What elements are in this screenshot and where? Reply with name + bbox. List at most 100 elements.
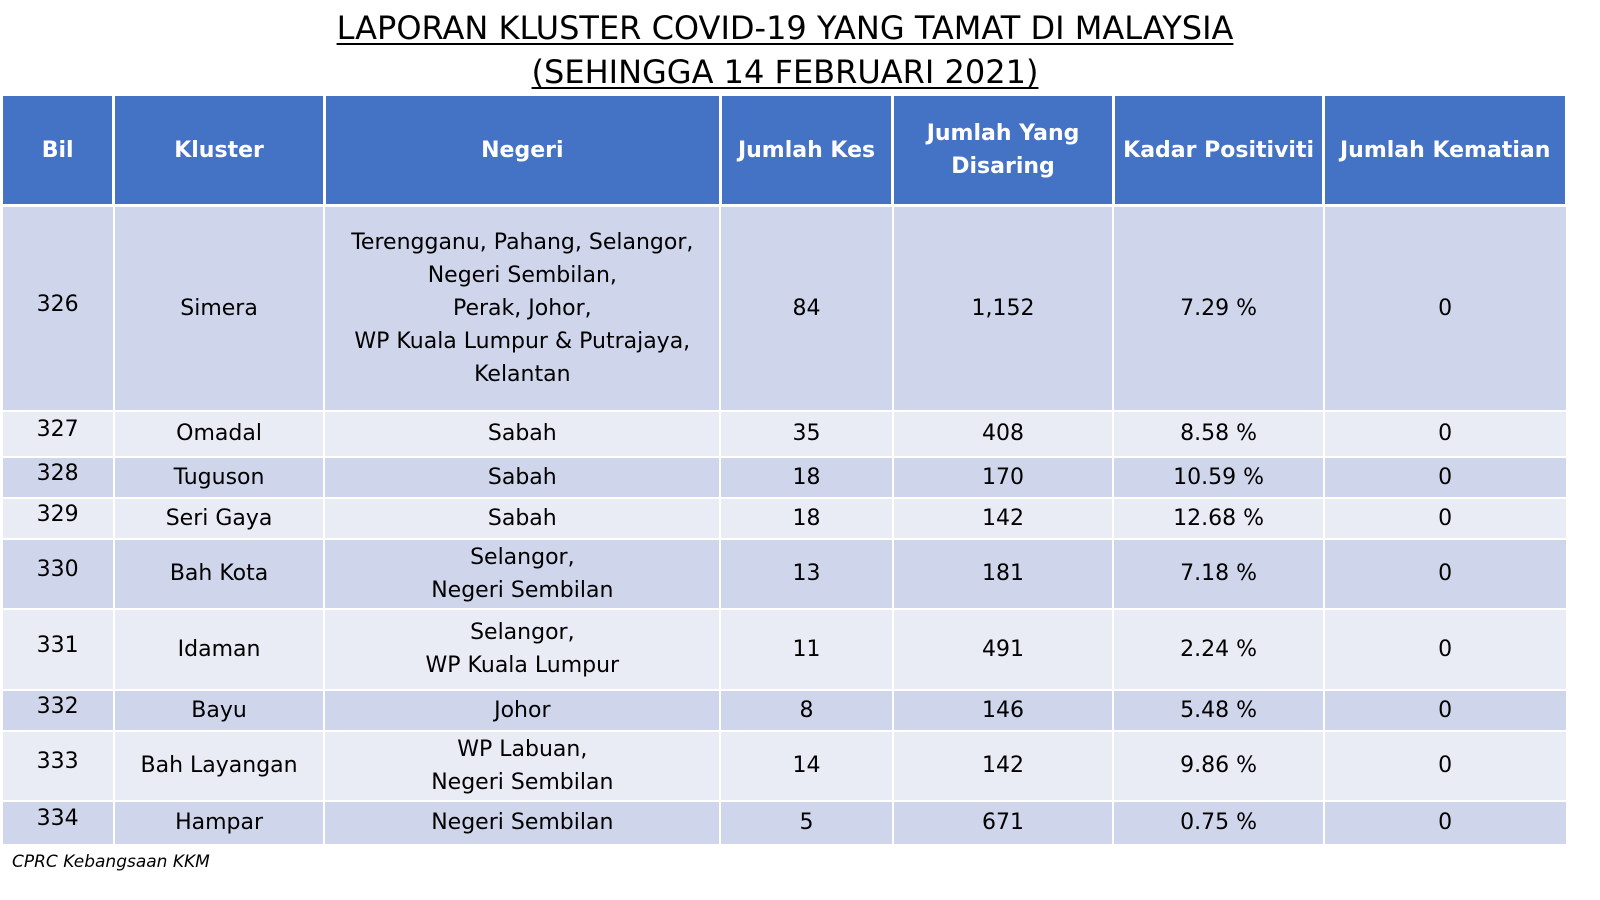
- cell-kluster: Hampar: [112, 799, 326, 846]
- title-line-2: (SEHINGGA 14 FEBRUARI 2021): [0, 50, 1570, 94]
- negeri-line: Negeri Sembilan: [431, 769, 614, 795]
- cell-bil-text: 334: [36, 806, 79, 831]
- cell-bil-text: 327: [36, 417, 79, 442]
- cell-bil-text: 329: [36, 501, 79, 527]
- cell-jumlah-kes: 14: [719, 729, 894, 802]
- cell-jumlah-kes: 18: [719, 496, 894, 540]
- table-row: 327 Omadal Sabah 35 408 8.58 % 0: [0, 409, 1568, 458]
- negeri-line: Perak, Johor,: [452, 295, 592, 321]
- cell-jumlah-kematian: 0: [1322, 729, 1568, 802]
- report-title: LAPORAN KLUSTER COVID-19 YANG TAMAT DI M…: [0, 6, 1570, 94]
- cell-bil: 327: [0, 409, 115, 458]
- cell-jumlah-kes: 18: [719, 455, 894, 499]
- cell-bil-text: 331: [36, 632, 79, 658]
- title-line-1: LAPORAN KLUSTER COVID-19 YANG TAMAT DI M…: [0, 6, 1570, 50]
- negeri-line: Kelantan: [474, 361, 571, 387]
- negeri-line: Johor: [494, 697, 551, 723]
- cell-bil: 330: [0, 537, 115, 610]
- cell-kluster: Bah Layangan: [112, 729, 326, 802]
- header-bil: Bil: [0, 96, 116, 207]
- cell-bil: 326: [0, 204, 115, 412]
- cell-bil: 329: [0, 496, 115, 540]
- source-note: CPRC Kebangsaan KKM: [12, 852, 210, 872]
- cell-kadar-positiviti: 12.68 %: [1112, 496, 1325, 540]
- cell-kluster: Tuguson: [112, 455, 326, 499]
- header-kadar-positiviti: Kadar Positiviti: [1111, 96, 1326, 207]
- cluster-table: Bil Kluster Negeri Jumlah Kes Jumlah Yan…: [0, 96, 1568, 846]
- cell-bil: 332: [0, 688, 115, 732]
- cell-negeri: Negeri Sembilan: [323, 799, 722, 846]
- cell-bil: 328: [0, 455, 115, 499]
- cell-kadar-positiviti: 5.48 %: [1112, 688, 1325, 732]
- cell-bil-text: 328: [36, 460, 79, 486]
- header-jumlah-disaring: Jumlah Yang Disaring: [891, 96, 1115, 207]
- cell-negeri: WP Labuan, Negeri Sembilan: [323, 729, 722, 802]
- header-jumlah-kes: Jumlah Kes: [718, 96, 895, 207]
- cell-negeri: Sabah: [323, 455, 722, 499]
- table-header-row: Bil Kluster Negeri Jumlah Kes Jumlah Yan…: [0, 96, 1568, 207]
- cell-jumlah-disaring: 142: [891, 729, 1115, 802]
- cell-jumlah-kematian: 0: [1322, 409, 1568, 458]
- negeri-line: WP Kuala Lumpur: [425, 653, 620, 678]
- cell-kluster: Simera: [112, 204, 326, 412]
- cell-negeri: Johor: [323, 688, 722, 732]
- negeri-line: Terengganu, Pahang, Selangor,: [351, 229, 694, 255]
- cell-jumlah-disaring: 142: [891, 496, 1115, 540]
- negeri-line: Sabah: [487, 505, 557, 531]
- table-row: 330 Bah Kota Selangor, Negeri Sembilan 13 181…: [0, 537, 1568, 610]
- cell-jumlah-kes: 8: [719, 688, 894, 732]
- cell-kadar-positiviti: 9.86 %: [1112, 729, 1325, 802]
- cell-kadar-positiviti: 7.29 %: [1112, 204, 1325, 412]
- title-line-2-text: (SEHINGGA 14 FEBRUARI 2021): [531, 53, 1039, 91]
- cell-jumlah-kes: 5: [719, 799, 894, 846]
- cell-jumlah-disaring: 170: [891, 455, 1115, 499]
- cell-kluster: Omadal: [112, 409, 326, 458]
- negeri-line: WP Labuan,: [457, 736, 588, 762]
- cell-jumlah-disaring: 408: [891, 409, 1115, 458]
- cell-jumlah-kematian: 0: [1322, 537, 1568, 610]
- cell-kadar-positiviti: 8.58 %: [1112, 409, 1325, 458]
- cell-kadar-positiviti: 0.75 %: [1112, 799, 1325, 846]
- cell-jumlah-kematian: 0: [1322, 455, 1568, 499]
- cell-jumlah-kes: 13: [719, 537, 894, 610]
- cell-kadar-positiviti: 2.24 %: [1112, 607, 1325, 691]
- cell-bil-text: 333: [36, 749, 79, 774]
- negeri-line: WP Kuala Lumpur & Putrajaya,: [354, 328, 691, 354]
- negeri-line: Negeri Sembilan: [431, 810, 614, 835]
- cell-bil-text: 332: [36, 693, 79, 719]
- cell-jumlah-kematian: 0: [1322, 799, 1568, 846]
- cell-negeri: Sabah: [323, 409, 722, 458]
- cell-kadar-positiviti: 10.59 %: [1112, 455, 1325, 499]
- header-negeri: Negeri: [322, 96, 722, 207]
- cell-kluster: Bah Kota: [112, 537, 326, 610]
- cell-jumlah-kematian: 0: [1322, 607, 1568, 691]
- cell-kluster: Seri Gaya: [112, 496, 326, 540]
- cell-jumlah-kes: 35: [719, 409, 894, 458]
- cell-jumlah-kematian: 0: [1322, 496, 1568, 540]
- cell-bil-text: 326: [36, 291, 79, 317]
- cell-negeri: Selangor, WP Kuala Lumpur: [323, 607, 722, 691]
- negeri-line: Negeri Sembilan: [431, 577, 614, 603]
- table-row: 331 Idaman Selangor, WP Kuala Lumpur 11 491 2.…: [0, 607, 1568, 691]
- cell-jumlah-kematian: 0: [1322, 204, 1568, 412]
- cell-bil: 334: [0, 799, 115, 846]
- table-row: 332 Bayu Johor 8 146 5.48 % 0: [0, 688, 1568, 732]
- negeri-line: Sabah: [487, 421, 557, 446]
- table-row: 326 Simera Terengganu, Pahang, Selangor, Ne…: [0, 204, 1568, 412]
- negeri-line: Selangor,: [470, 544, 575, 570]
- cell-kluster: Idaman: [112, 607, 326, 691]
- table-body: 326 Simera Terengganu, Pahang, Selangor, Ne…: [0, 204, 1568, 846]
- cell-bil: 333: [0, 729, 115, 802]
- table-row: 328 Tuguson Sabah 18 170 10.59 % 0: [0, 455, 1568, 499]
- cell-negeri: Selangor, Negeri Sembilan: [323, 537, 722, 610]
- cell-negeri: Terengganu, Pahang, Selangor, Negeri Semb…: [323, 204, 722, 412]
- cell-negeri: Sabah: [323, 496, 722, 540]
- negeri-line: Selangor,: [470, 620, 575, 645]
- table-row: 333 Bah Layangan WP Labuan, Negeri Sembilan…: [0, 729, 1568, 802]
- title-line-1-text: LAPORAN KLUSTER COVID-19 YANG TAMAT DI M…: [336, 9, 1234, 47]
- cell-kadar-positiviti: 7.18 %: [1112, 537, 1325, 610]
- cell-bil-text: 330: [36, 557, 79, 582]
- cell-jumlah-disaring: 491: [891, 607, 1115, 691]
- negeri-line: Sabah: [487, 464, 557, 490]
- cell-jumlah-kematian: 0: [1322, 688, 1568, 732]
